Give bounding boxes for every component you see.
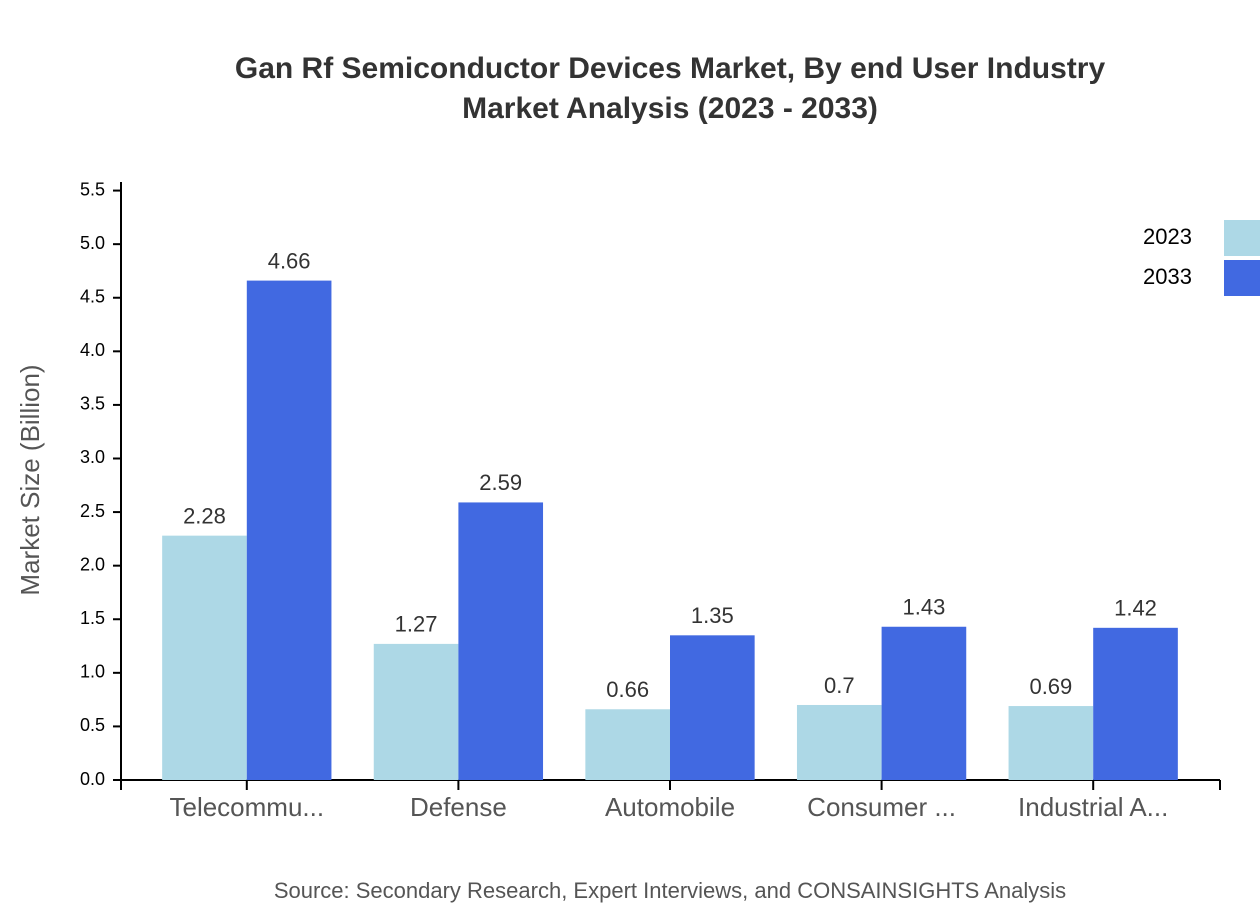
bar [246, 280, 332, 780]
bar [458, 502, 544, 780]
x-tick-label: Defense [410, 792, 507, 822]
value-label: 1.27 [395, 612, 438, 637]
bar [1008, 706, 1094, 780]
bar [670, 635, 755, 780]
y-tick-label: 2.5 [80, 501, 105, 521]
y-tick-label: 4.5 [80, 286, 105, 306]
x-tick-label: Automobile [605, 792, 735, 822]
legend-label: 2033 [1143, 264, 1192, 289]
legend-swatch [1224, 260, 1260, 296]
value-label: 0.66 [606, 677, 649, 702]
legend-label: 2023 [1143, 224, 1192, 249]
value-label: 0.7 [824, 673, 855, 698]
value-label: 1.35 [691, 603, 734, 628]
x-tick-label: Consumer ... [807, 792, 956, 822]
y-tick-label: 5.0 [80, 233, 105, 253]
bar [796, 704, 882, 780]
x-tick-label: Telecommu... [169, 792, 324, 822]
value-label: 4.66 [268, 248, 311, 273]
chart-title: Gan Rf Semiconductor Devices Market, By … [235, 52, 1106, 85]
bar [1093, 627, 1178, 780]
bar [162, 535, 247, 780]
value-label: 2.59 [479, 470, 522, 495]
chart-title: Market Analysis (2023 - 2033) [462, 92, 878, 125]
source-note: Source: Secondary Research, Expert Inter… [274, 878, 1066, 903]
value-label: 1.42 [1114, 596, 1157, 621]
y-tick-label: 1.0 [80, 662, 105, 682]
value-label: 2.28 [183, 503, 226, 528]
bar [585, 709, 670, 780]
y-tick-label: 1.5 [80, 608, 105, 628]
y-tick-label: 5.5 [80, 179, 105, 199]
y-tick-label: 4.0 [80, 340, 105, 360]
bar [881, 626, 967, 780]
bar [373, 643, 459, 780]
y-tick-label: 0.5 [80, 715, 105, 735]
y-tick-label: 3.0 [80, 447, 105, 467]
y-tick-label: 3.5 [80, 394, 105, 414]
value-label: 1.43 [903, 595, 946, 620]
y-axis-title: Market Size (Billion) [15, 364, 45, 595]
x-tick-label: Industrial A... [1018, 792, 1168, 822]
value-label: 0.69 [1029, 674, 1072, 699]
y-tick-label: 2.0 [80, 554, 105, 574]
y-tick-label: 0.0 [80, 769, 105, 789]
legend-swatch [1224, 220, 1260, 256]
